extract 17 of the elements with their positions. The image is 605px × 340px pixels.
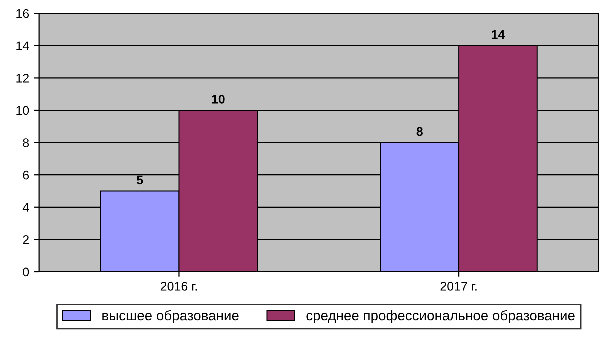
y-tick-label: 2 [23, 236, 29, 244]
legend-label: высшее образование [102, 310, 239, 324]
y-tick-label: 8 [23, 138, 30, 148]
data-label: 8 [416, 127, 423, 136]
y-tick-label: 10 [16, 106, 30, 116]
y-tick-label: 6 [23, 170, 30, 180]
legend-label: среднее профессиональное образование [306, 310, 575, 324]
y-tick-label: 16 [16, 9, 30, 18]
data-label: 5 [136, 176, 144, 185]
x-tick-label: 2016 г. [160, 282, 197, 291]
y-tick-label: 0 [23, 268, 30, 277]
data-label: 10 [212, 95, 225, 104]
y-tick-label: 14 [16, 42, 30, 50]
y-tick-label: 4 [22, 203, 30, 212]
x-tick-label: 2017 г. [440, 282, 477, 291]
data-label: 14 [492, 30, 506, 40]
y-tick-label: 12 [16, 74, 29, 83]
